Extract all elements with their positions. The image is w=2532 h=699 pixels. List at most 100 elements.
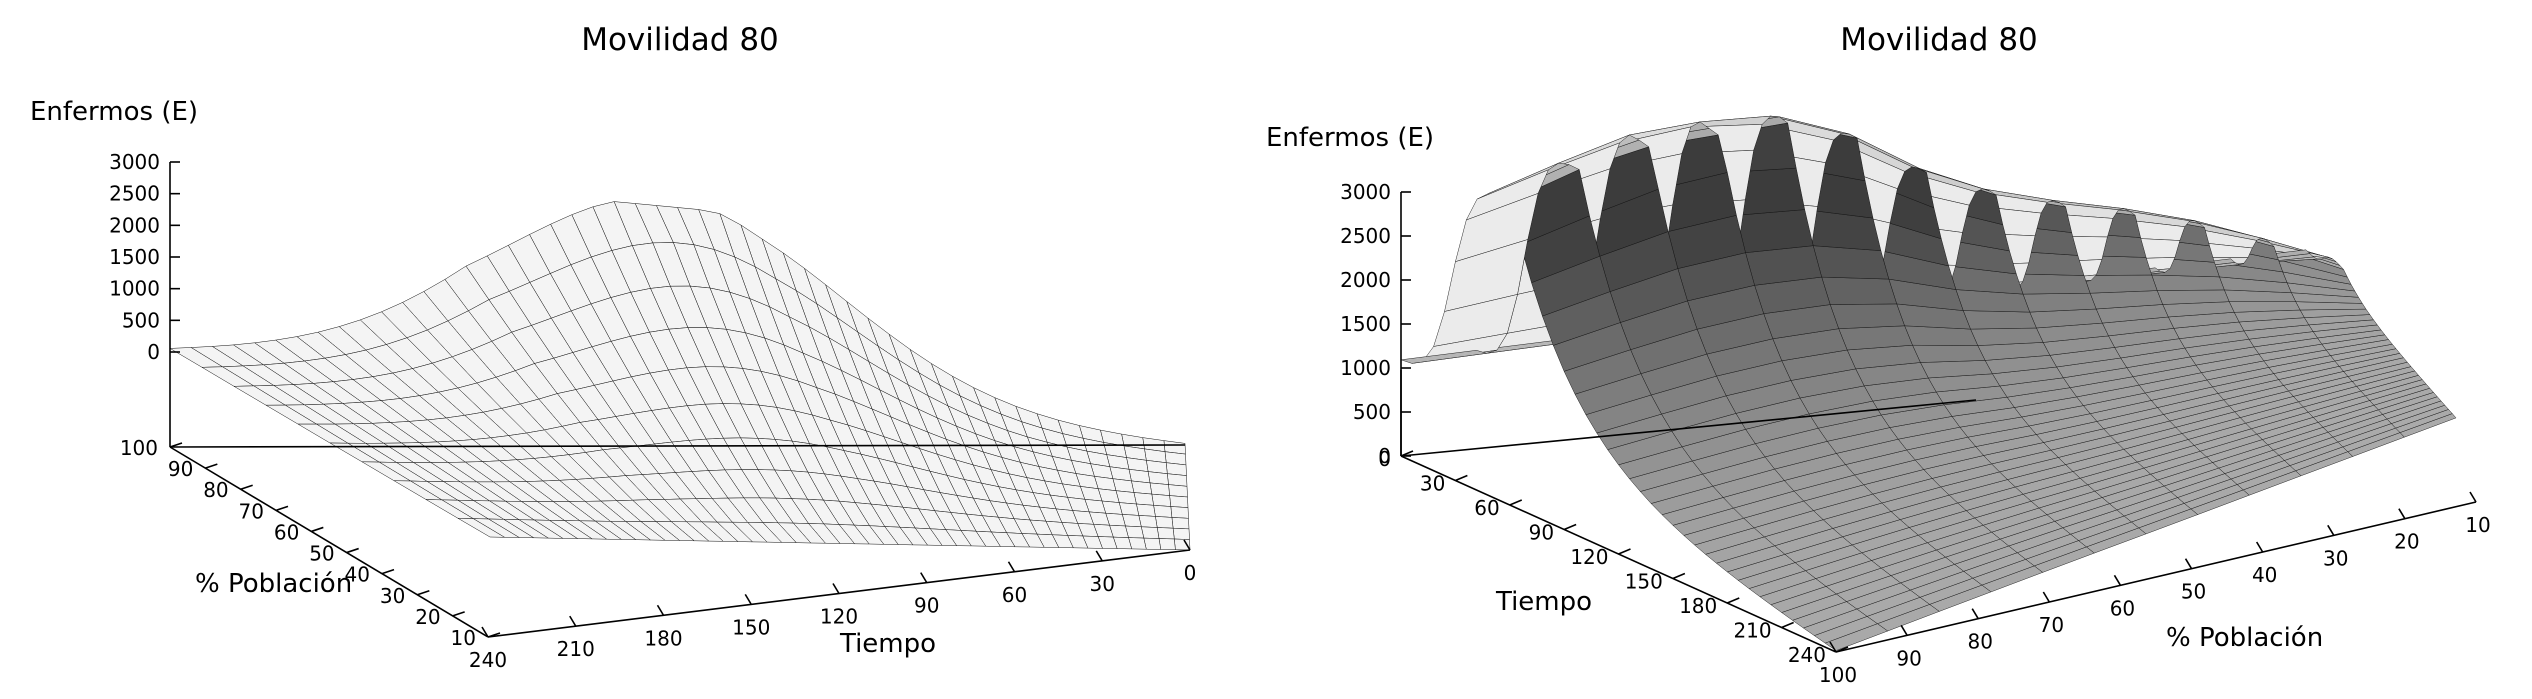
surface-cell — [1400, 350, 1487, 364]
surface-cell — [1140, 526, 1160, 539]
x-axis-tick-mark — [1781, 621, 1794, 629]
y-axis-tick-mark — [2255, 541, 2264, 553]
surface-cell — [1170, 506, 1189, 519]
z-tick-label: 3000 — [109, 150, 160, 174]
z-axis-label: Enfermos (E) — [30, 97, 198, 127]
x-axis-tick-label: 90 — [1529, 521, 1554, 545]
y-axis-tick-mark — [2398, 508, 2406, 520]
y-axis-tick-mark — [2469, 491, 2477, 503]
x-axis-tick-mark — [1672, 572, 1686, 580]
x-axis-tick-mark — [569, 615, 577, 627]
y-axis-tick-mark — [2042, 591, 2051, 603]
x-axis-tick-label: 240 — [469, 648, 507, 672]
y-axis-tick-label: 80 — [203, 478, 228, 502]
surface-cell — [1151, 493, 1172, 507]
surface-cell — [1821, 276, 1898, 305]
y-axis-tick-label: 90 — [1896, 646, 1921, 670]
z-tick-label: 1500 — [109, 245, 160, 269]
x-axis-tick-mark — [920, 572, 928, 584]
y-axis-label: % Población — [195, 569, 352, 599]
y-axis-tick-label: 30 — [2323, 546, 2348, 570]
x-axis-tick-label: 150 — [1625, 570, 1663, 594]
y-axis-tick-label: 20 — [2394, 530, 2419, 554]
y-axis-tick-mark — [381, 568, 395, 575]
axes: 0500100015002000250030000306090120150180… — [1340, 180, 2491, 687]
x-axis-tick-label: 30 — [1420, 472, 1445, 496]
z-tick-label: 3000 — [1340, 180, 1391, 204]
y-axis-tick-mark — [417, 590, 430, 596]
y-axis-tick-mark — [346, 547, 359, 554]
x-axis-tick-mark — [656, 604, 665, 616]
z-tick-label: 2000 — [1340, 268, 1391, 292]
z-tick-label: 0 — [147, 340, 160, 364]
chart-panel-right: Movilidad 80 Enfermos (E) Tiempo % Pobla… — [1266, 0, 2532, 699]
y-axis-tick-label: 50 — [2181, 580, 2206, 604]
y-axis-tick-label: 40 — [345, 563, 370, 587]
chart-panel-left: Movilidad 80 Enfermos (E) % Población Ti… — [30, 22, 1196, 672]
surface-cell — [1167, 473, 1188, 487]
y-axis-tick-label: 90 — [168, 457, 193, 481]
y-axis-tick-label: 70 — [2039, 613, 2064, 637]
y-axis-tick-mark — [2113, 574, 2122, 586]
x-axis-tick-mark — [1455, 474, 1468, 482]
surface-mesh — [169, 201, 1191, 551]
surface-cell — [1156, 527, 1175, 540]
x-axis-tick-label: 0 — [1184, 561, 1197, 585]
surface-cell — [1158, 538, 1176, 550]
z-tick-label: 0 — [1378, 444, 1391, 468]
x-axis-tick-label: 210 — [1733, 619, 1771, 643]
frame-edge — [1400, 399, 1977, 457]
x-axis-tick-label: 60 — [1474, 496, 1499, 520]
y-axis-tick-label: 60 — [274, 520, 299, 544]
surface-cell — [2022, 292, 2097, 313]
surface-cell — [1133, 492, 1154, 506]
x-axis-tick-mark — [481, 626, 489, 638]
chart-title: Movilidad 80 — [581, 22, 779, 58]
y-axis-tick-mark — [205, 463, 218, 469]
surface-cell — [1172, 527, 1190, 540]
surface-cell — [1171, 517, 1190, 530]
y-axis-tick-mark — [452, 611, 465, 617]
surface-plot-right: Movilidad 80 Enfermos (E) Tiempo % Pobla… — [1266, 22, 2491, 687]
x-axis-tick-label: 210 — [557, 637, 595, 661]
surface-cell — [2156, 289, 2230, 305]
y-axis-tick-label: 100 — [120, 436, 158, 460]
x-axis-tick-label: 0 — [1378, 447, 1391, 471]
surface-cell — [1962, 310, 2037, 330]
x-axis-tick-label: 120 — [820, 605, 858, 629]
y-axis-label: % Población — [2166, 623, 2323, 653]
surface-cell — [1168, 484, 1188, 498]
surface-cell — [1736, 209, 1814, 253]
surface-cell — [1829, 303, 1905, 329]
surface-cell — [2151, 274, 2225, 291]
z-tick-label: 1000 — [1340, 356, 1391, 380]
x-axis-tick-mark — [1618, 548, 1631, 555]
surface-cell — [1912, 344, 1986, 363]
surface-cell — [1174, 538, 1191, 551]
x-axis-tick-label: 150 — [732, 615, 770, 639]
y-axis-tick-label: 50 — [309, 542, 334, 566]
surface-mesh — [1400, 115, 2457, 651]
y-axis-tick-label: 80 — [1967, 630, 1992, 654]
chart-title: Movilidad 80 — [1840, 22, 2038, 58]
surface-cell — [457, 518, 506, 538]
y-axis-tick-label: 100 — [1819, 663, 1857, 687]
y-axis-tick-mark — [1900, 624, 1908, 636]
surface-cell — [1147, 471, 1169, 485]
x-axis-tick-label: 240 — [1788, 643, 1826, 667]
surface-plot-left: Movilidad 80 Enfermos (E) % Población Ti… — [30, 22, 1196, 672]
z-axis-label: Enfermos (E) — [1266, 123, 1434, 153]
x-axis-tick-mark — [1007, 561, 1016, 573]
y-axis-tick-label: 70 — [239, 499, 264, 523]
frame-edge — [169, 444, 1186, 448]
z-tick-label: 500 — [122, 308, 160, 332]
y-axis-line — [1835, 501, 2477, 653]
z-tick-label: 1500 — [1340, 312, 1391, 336]
surface-cell — [1149, 482, 1170, 496]
x-axis-tick-mark — [1509, 499, 1523, 506]
surface-group: 0500100015002000250030000306090120150180… — [1340, 115, 2491, 687]
surface-cell — [2015, 273, 2091, 295]
surface-group: 0500100015002000250030001009080706050403… — [109, 150, 1196, 672]
z-tick-label: 500 — [1353, 400, 1391, 424]
y-axis-tick-mark — [275, 505, 289, 512]
